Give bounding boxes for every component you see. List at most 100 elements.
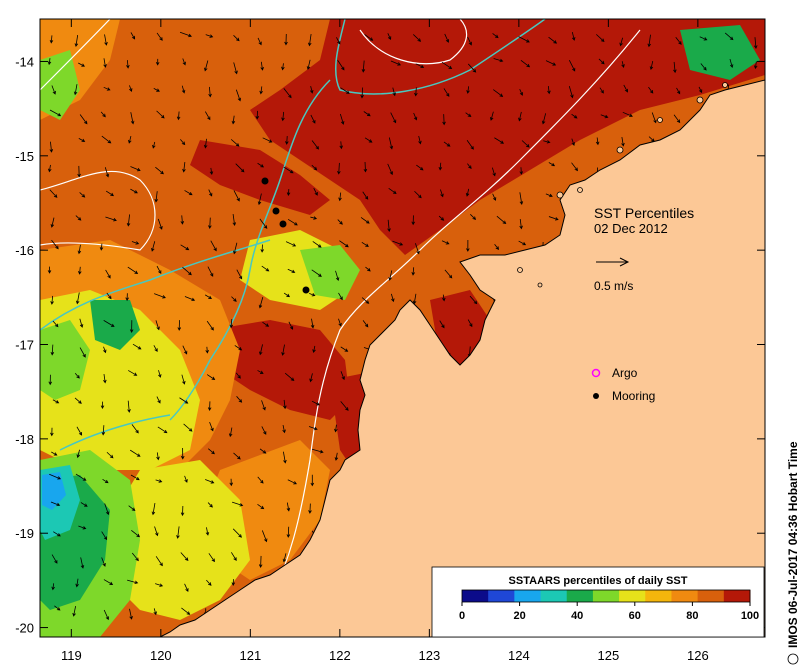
current-arrow xyxy=(74,397,82,404)
current-arrow xyxy=(77,165,81,178)
current-arrow xyxy=(50,427,54,437)
current-arrow xyxy=(79,114,88,125)
current-arrow xyxy=(158,370,162,378)
current-arrow xyxy=(257,476,264,484)
current-arrow xyxy=(416,164,424,171)
current-arrow xyxy=(545,60,557,66)
current-arrow xyxy=(100,111,106,118)
current-arrow xyxy=(261,265,270,272)
current-arrow xyxy=(364,34,374,41)
current-arrow xyxy=(387,33,392,41)
current-arrow xyxy=(698,86,703,94)
current-arrow xyxy=(285,241,297,247)
current-arrow xyxy=(339,141,344,150)
colorbar-cell xyxy=(566,590,594,602)
current-arrow xyxy=(259,86,263,95)
current-arrow xyxy=(440,189,444,198)
current-arrow xyxy=(259,448,267,454)
current-arrow xyxy=(335,270,340,282)
current-arrow xyxy=(284,372,295,381)
current-arrow xyxy=(232,214,237,227)
current-arrow xyxy=(78,525,87,530)
current-arrow xyxy=(103,58,107,68)
current-arrow xyxy=(388,187,397,194)
x-tick-label: 121 xyxy=(239,648,261,663)
current-arrow xyxy=(308,503,312,514)
current-arrow xyxy=(259,344,263,356)
current-arrow xyxy=(79,347,86,358)
current-arrow xyxy=(281,111,285,122)
current-arrow xyxy=(337,219,343,225)
x-tick-label: 120 xyxy=(150,648,172,663)
current-arrow xyxy=(360,217,370,224)
current-arrow xyxy=(181,607,191,615)
current-arrow xyxy=(596,34,605,43)
current-arrow xyxy=(79,318,84,328)
current-arrow xyxy=(231,501,244,507)
current-arrow xyxy=(155,479,163,483)
current-arrow xyxy=(312,448,324,454)
current-arrow xyxy=(209,167,214,176)
current-arrow xyxy=(467,36,472,46)
colorbar-cell xyxy=(462,590,489,602)
current-arrow xyxy=(257,193,262,206)
current-arrow xyxy=(131,424,139,434)
current-arrow xyxy=(129,85,133,92)
current-arrow xyxy=(257,370,264,374)
current-arrow xyxy=(153,88,160,92)
current-arrow xyxy=(208,86,212,98)
current-arrow xyxy=(418,135,422,145)
current-arrow xyxy=(129,320,134,333)
current-arrow xyxy=(466,240,470,252)
current-arrow xyxy=(78,266,82,275)
current-arrow xyxy=(180,139,186,146)
current-arrow xyxy=(491,167,496,177)
current-arrow xyxy=(47,164,52,173)
current-arrow xyxy=(519,89,524,96)
y-tick-label: -18 xyxy=(15,432,34,447)
current-arrow xyxy=(543,140,551,144)
colorbar-cell xyxy=(592,590,620,602)
current-arrow xyxy=(622,111,633,117)
current-arrow xyxy=(729,58,734,69)
current-arrow xyxy=(519,219,523,230)
argo-marker-icon xyxy=(591,368,601,378)
current-arrow xyxy=(75,578,79,588)
current-arrow xyxy=(181,85,186,94)
current-arrow xyxy=(131,552,139,562)
current-arrow xyxy=(177,320,182,331)
colorbar-cell xyxy=(619,590,646,602)
current-arrow xyxy=(129,608,133,620)
current-arrow xyxy=(53,531,61,537)
current-arrow xyxy=(204,294,213,300)
current-arrow xyxy=(74,372,80,379)
x-tick-label: 119 xyxy=(61,648,82,663)
colorbar: SSTAARS percentiles of daily SST 0 20 40 60… xyxy=(431,566,765,638)
current-arrow xyxy=(414,87,418,97)
current-arrow xyxy=(184,583,189,592)
current-arrow xyxy=(76,426,83,436)
current-arrow xyxy=(54,605,61,611)
current-arrow xyxy=(156,32,163,41)
current-arrow xyxy=(390,112,397,124)
current-arrow xyxy=(233,62,238,75)
current-arrow xyxy=(310,318,315,329)
current-arrow xyxy=(364,137,373,143)
current-arrow xyxy=(182,345,188,355)
y-tick-label: -14 xyxy=(15,54,34,69)
islands xyxy=(517,82,728,288)
current-arrow xyxy=(156,265,162,274)
current-arrow xyxy=(518,36,530,43)
current-arrow xyxy=(647,34,652,48)
current-arrow xyxy=(338,292,343,301)
colorbar-cell xyxy=(671,590,699,602)
current-arrow xyxy=(444,269,453,279)
current-arrow xyxy=(257,162,265,168)
current-arrow xyxy=(204,60,209,72)
y-axis: -14 -15 -16 -17 -18 -19 -20 xyxy=(15,54,765,636)
current-arrow xyxy=(154,293,166,299)
current-arrow xyxy=(309,292,316,297)
current-arrow xyxy=(521,140,530,148)
current-arrow xyxy=(103,320,115,327)
current-arrow xyxy=(336,37,341,45)
